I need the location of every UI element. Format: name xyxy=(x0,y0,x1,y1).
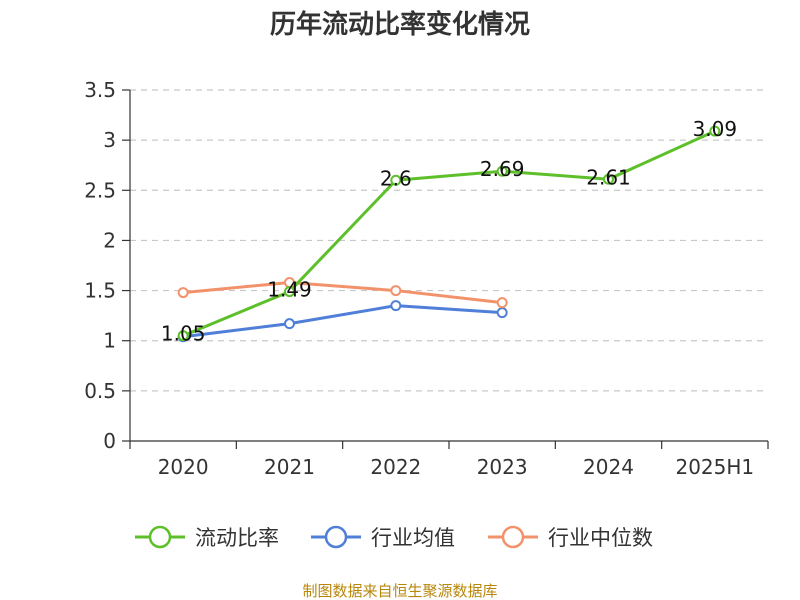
series-point-0 xyxy=(390,174,402,186)
data-label: 2.6 xyxy=(380,166,412,190)
series-point-0 xyxy=(496,165,508,177)
data-label: 1.49 xyxy=(267,278,312,302)
series-point-1 xyxy=(496,307,508,319)
legend-label-2: 行业中位数 xyxy=(548,526,653,550)
series-point-1 xyxy=(390,300,402,312)
x-tick-label: 2020 xyxy=(158,455,209,479)
y-tick-label: 2 xyxy=(103,228,116,252)
series-point-0 xyxy=(709,125,721,137)
legend-marker-2 xyxy=(501,525,525,549)
source-note: 制图数据来自恒生聚源数据库 xyxy=(302,582,497,600)
y-tick-label: 1.5 xyxy=(84,279,116,303)
legend: 流动比率 行业均值 行业中位数 xyxy=(135,525,653,550)
legend-marker-1 xyxy=(324,525,348,549)
legend-label-1: 行业均值 xyxy=(371,526,455,550)
data-label: 1.05 xyxy=(161,322,206,346)
series-point-0 xyxy=(177,330,189,342)
legend-label-0: 流动比率 xyxy=(195,526,279,550)
y-tick-label: 0.5 xyxy=(84,379,116,403)
series-point-1 xyxy=(284,318,295,330)
x-tick-label: 2021 xyxy=(264,455,315,479)
data-label: 2.61 xyxy=(586,165,631,189)
chart-title: 历年流动比率变化情况 xyxy=(270,9,530,40)
y-tick-label: 0 xyxy=(103,429,116,453)
data-label: 2.69 xyxy=(480,157,525,181)
series-line-1 xyxy=(182,304,503,339)
series-line-0 xyxy=(182,129,716,338)
series-line-2 xyxy=(183,281,503,305)
x-tick-label: 2024 xyxy=(583,455,634,479)
grid xyxy=(130,89,768,392)
axes: 0 0.5 1 1.5 2 2.5 3 3.5 2020 2021 2022 2023 2024 2025… xyxy=(84,78,769,479)
series-point-2 xyxy=(390,285,402,297)
y-tick-label: 1 xyxy=(103,329,116,353)
series-point-0 xyxy=(603,173,614,185)
y-tick-label: 3 xyxy=(103,128,116,152)
legend-marker-0 xyxy=(148,525,172,549)
data-labels: 1.05 1.49 2.6 2.69 2.61 3.09 xyxy=(161,117,737,346)
x-tick-label: 2022 xyxy=(370,455,421,479)
x-tick-label: 2025H1 xyxy=(675,455,754,479)
series-point-2 xyxy=(496,297,508,309)
series-group xyxy=(177,125,721,343)
series-point-2 xyxy=(177,287,189,299)
x-tick-label: 2023 xyxy=(477,455,528,479)
y-tick-label: 3.5 xyxy=(84,78,116,102)
y-tick-label: 2.5 xyxy=(84,178,116,202)
data-label: 3.09 xyxy=(693,117,738,141)
series-point-0 xyxy=(284,286,295,298)
